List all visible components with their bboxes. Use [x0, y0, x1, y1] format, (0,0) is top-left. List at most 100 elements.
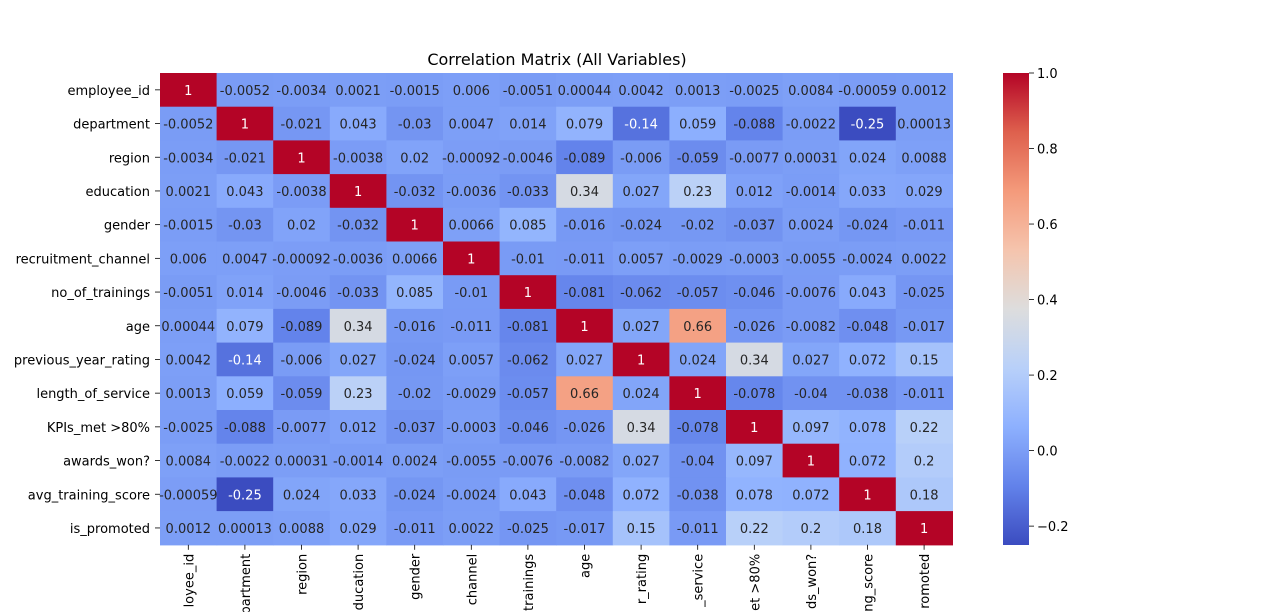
heatmap-cell: [499, 376, 557, 411]
cell-value-label: 0.02: [400, 151, 429, 166]
column-label: _service: [692, 554, 707, 608]
heatmap-cell: [895, 443, 953, 478]
cell-value-label: 0.22: [910, 421, 939, 436]
heatmap-cell: [329, 275, 387, 310]
heatmap-cell: [612, 477, 670, 512]
heatmap-cell: [839, 106, 897, 141]
heatmap-cell: [726, 477, 784, 512]
cell-value-label: -0.0036: [446, 185, 496, 200]
cell-value-label: 0.23: [344, 387, 373, 402]
heatmap-cell: [160, 140, 218, 175]
cell-value-label: -0.0024: [842, 252, 892, 267]
cell-value-label: 0.66: [570, 387, 599, 402]
cell-value-label: 0.15: [910, 353, 939, 368]
heatmap-cell: [443, 174, 501, 209]
cell-value-label: -0.024: [394, 353, 436, 368]
column-label: loyee_id: [182, 554, 197, 608]
cell-value-label: -0.02: [681, 219, 715, 234]
cell-value-label: -0.0025: [729, 84, 779, 99]
row-label: KPIs_met >80%: [47, 421, 150, 436]
cell-value-label: -0.089: [281, 320, 323, 335]
cell-value-label: 0.024: [679, 353, 716, 368]
cell-value-label: 0.006: [453, 84, 490, 99]
heatmap-cell: [839, 207, 897, 243]
heatmap-cell: [726, 174, 784, 209]
heatmap-cell: [669, 207, 727, 243]
heatmap-cell: [612, 308, 670, 344]
heatmap-cell: [499, 140, 557, 175]
heatmap-cell: [839, 308, 897, 344]
heatmap-cell: [273, 443, 331, 478]
colorbar-tick-label: 0.0: [1037, 445, 1058, 460]
heatmap-cell: [612, 73, 670, 108]
heatmap-cell: [160, 275, 218, 310]
heatmap-cell: [443, 73, 501, 108]
heatmap-cell: [329, 207, 387, 243]
cell-value-label: 0.00031: [784, 151, 838, 166]
heatmap-cell: [386, 207, 444, 243]
heatmap-cell: [443, 342, 501, 377]
heatmap-cell: [160, 207, 218, 243]
heatmap-cell: [160, 106, 218, 141]
heatmap-cell: [669, 140, 727, 175]
cell-value-label: 0.34: [570, 185, 599, 200]
cell-value-label: 1: [524, 286, 532, 301]
cell-value-label: -0.011: [394, 522, 436, 537]
cell-value-label: -0.00059: [159, 488, 217, 503]
cell-value-label: 1: [807, 455, 815, 470]
heatmap-cell: [160, 174, 218, 209]
column-label: ducation: [352, 554, 367, 611]
heatmap-cell: [612, 511, 670, 546]
heatmap-cell: [556, 376, 614, 411]
cell-value-label: -0.059: [677, 151, 719, 166]
column-axis-labels: loyee_id partment region ducation gender chan…: [182, 544, 933, 612]
cell-value-label: -0.00059: [838, 84, 896, 99]
heatmap-cell: [273, 410, 331, 445]
cell-value-label: -0.017: [903, 320, 945, 335]
cell-value-label: 0.0066: [449, 219, 495, 234]
cell-value-label: 0.012: [736, 185, 773, 200]
cell-value-label: -0.01: [511, 252, 545, 267]
heatmap-cell: [726, 207, 784, 243]
heatmap-cell: [556, 73, 614, 108]
heatmap-cell: [669, 275, 727, 310]
heatmap-cell: [612, 207, 670, 243]
cell-value-label: -0.0052: [163, 118, 213, 133]
heatmap-cell: [273, 342, 331, 377]
column-label: gender: [409, 553, 424, 600]
cell-value-label: 0.0088: [901, 151, 947, 166]
column-labels-clip: loyee_id partment region ducation gender chan…: [182, 553, 933, 612]
heatmap-cell: [443, 241, 501, 276]
heatmap-cell: [443, 410, 501, 445]
heatmap-cell: [329, 477, 387, 512]
cell-value-label: -0.024: [620, 219, 662, 234]
cell-value-label: 0.085: [396, 286, 433, 301]
heatmap-cell: [160, 443, 218, 478]
heatmap-cell: [499, 410, 557, 445]
heatmap-cell: [386, 477, 444, 512]
heatmap-cell: [216, 376, 274, 411]
heatmap-cell: [216, 73, 274, 108]
heatmap-cell: [782, 511, 840, 546]
heatmap-cell: [726, 73, 784, 108]
cell-value-label: -0.0034: [163, 151, 213, 166]
heatmap-cell: [612, 410, 670, 445]
heatmap-cell: [499, 342, 557, 377]
heatmap-cell: [556, 342, 614, 377]
heatmap-cell: [329, 342, 387, 377]
heatmap-cell: [782, 241, 840, 276]
cell-value-label: -0.078: [733, 387, 775, 402]
column-label: age: [579, 554, 594, 578]
row-label: recruitment_channel: [16, 252, 150, 267]
heatmap-cell: [329, 140, 387, 175]
cell-value-label: 0.059: [679, 118, 716, 133]
heatmap-cell: [726, 275, 784, 310]
heatmap-cell: [216, 275, 274, 310]
cell-value-label: -0.025: [903, 286, 945, 301]
heatmap-cell: [160, 308, 218, 344]
cell-value-label: 0.079: [226, 320, 263, 335]
column-label: channel: [465, 554, 480, 605]
cell-value-label: 0.072: [792, 488, 829, 503]
cell-value-label: -0.0015: [390, 84, 440, 99]
cell-value-label: -0.04: [681, 455, 715, 470]
